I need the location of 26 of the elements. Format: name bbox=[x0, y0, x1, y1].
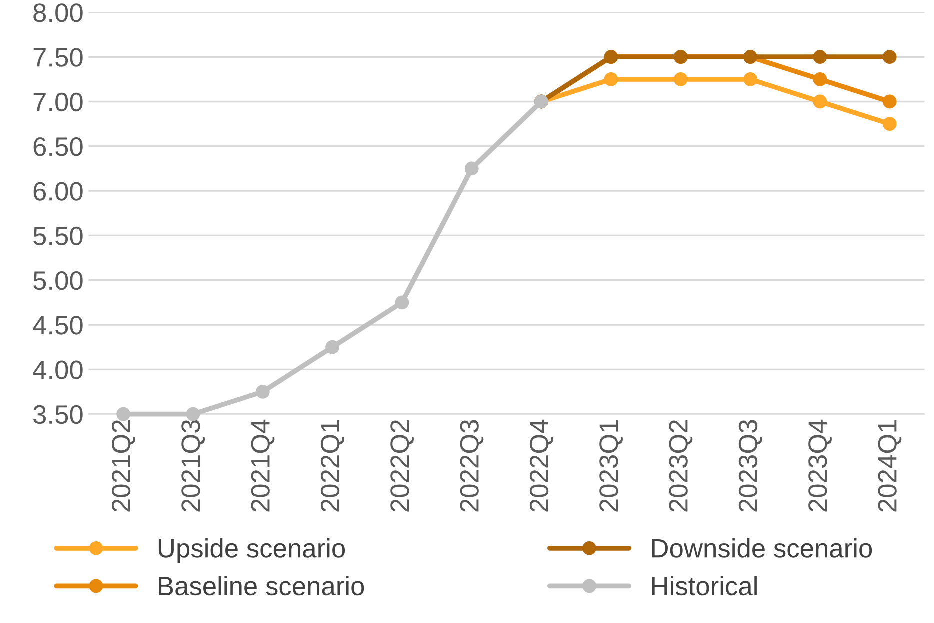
y-tick-label: 8.00 bbox=[34, 4, 83, 22]
y-tick-label: 7.00 bbox=[34, 92, 83, 112]
y-tick-label: 3.50 bbox=[34, 405, 83, 424]
legend-label: Downside scenario bbox=[652, 538, 872, 558]
x-tick-label: 2022Q1 bbox=[320, 420, 344, 512]
x-tick-label: 2022Q4 bbox=[530, 420, 554, 512]
x-tick-label: 2021Q2 bbox=[112, 420, 136, 512]
y-tick-label: 6.50 bbox=[34, 138, 83, 156]
x-tick-label: 2022Q3 bbox=[460, 420, 484, 512]
x-tick-label: 2022Q2 bbox=[390, 420, 414, 512]
x-tick-label: 2021Q3 bbox=[182, 420, 206, 512]
x-tick-label: 2024Q1 bbox=[878, 420, 902, 512]
y-tick-label: 5.00 bbox=[34, 271, 83, 290]
legend-label: Baseline scenario bbox=[159, 576, 364, 596]
y-tick-label: 4.00 bbox=[33, 360, 83, 380]
legend-label: Historical bbox=[652, 576, 757, 596]
y-tick-label: 4.50 bbox=[33, 316, 83, 335]
x-tick-label: 2023Q1 bbox=[600, 420, 623, 512]
x-tick-label: 2023Q2 bbox=[669, 420, 693, 512]
x-tick-label: 2023Q4 bbox=[808, 420, 832, 512]
legend-label: Upside scenario bbox=[158, 538, 346, 564]
y-tick-label: 6.00 bbox=[34, 182, 83, 201]
y-tick-label: 7.50 bbox=[34, 48, 83, 67]
x-tick-label: 2021Q4 bbox=[251, 420, 275, 512]
y-tick-label: 5.50 bbox=[34, 226, 83, 246]
x-tick-label: 2023Q3 bbox=[738, 420, 762, 512]
